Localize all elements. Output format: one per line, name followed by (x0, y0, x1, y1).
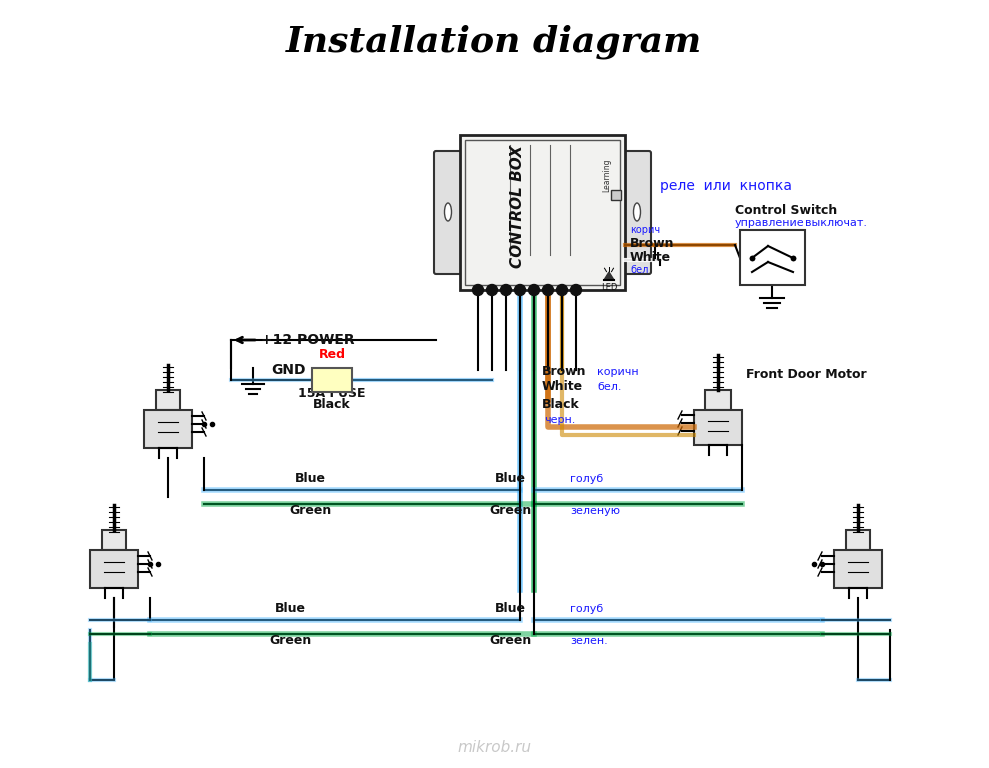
Circle shape (557, 284, 568, 296)
Bar (705, 390, 731, 410)
FancyBboxPatch shape (460, 135, 625, 290)
Text: Front Door Motor: Front Door Motor (746, 369, 866, 382)
Circle shape (473, 284, 484, 296)
Text: Blue: Blue (275, 602, 306, 615)
Text: Blue: Blue (295, 472, 325, 485)
Text: бел.: бел. (597, 382, 621, 392)
Text: mikrob.ru: mikrob.ru (457, 740, 531, 756)
Bar (694, 410, 742, 445)
Text: выключат.: выключат. (805, 218, 867, 228)
Text: +12 POWER: +12 POWER (261, 333, 355, 347)
Circle shape (543, 284, 554, 296)
Text: черн.: черн. (544, 415, 576, 425)
Text: бел: бел (630, 265, 649, 275)
Circle shape (500, 284, 511, 296)
Text: Installation diagram: Installation diagram (286, 25, 702, 59)
Bar (846, 530, 870, 550)
Bar (102, 530, 126, 550)
Circle shape (528, 284, 540, 296)
Bar (312, 368, 352, 392)
Text: зеленую: зеленую (570, 506, 620, 516)
Bar (144, 410, 192, 448)
Circle shape (514, 284, 525, 296)
Text: LED: LED (600, 283, 617, 293)
Bar (90, 550, 138, 588)
Ellipse shape (444, 203, 452, 221)
Bar (156, 390, 180, 410)
Bar (740, 230, 805, 285)
Text: голуб: голуб (570, 604, 603, 614)
Text: Blue: Blue (494, 472, 525, 485)
Text: Black: Black (314, 398, 351, 411)
Text: зелен.: зелен. (570, 636, 608, 646)
Text: Green: Green (289, 504, 331, 517)
Circle shape (571, 284, 582, 296)
Circle shape (487, 284, 497, 296)
Text: Brown: Brown (630, 237, 674, 250)
Text: Blue: Blue (494, 602, 525, 615)
Text: Control Switch: Control Switch (735, 204, 838, 217)
Text: реле  или  кнопка: реле или кнопка (660, 179, 792, 193)
Bar (611, 190, 621, 200)
Text: Green: Green (489, 634, 531, 647)
Text: White: White (630, 251, 672, 264)
Text: Green: Green (489, 504, 531, 517)
Text: Green: Green (269, 634, 312, 647)
Text: коричн: коричн (597, 367, 639, 377)
Text: Learning: Learning (602, 158, 611, 192)
Polygon shape (604, 272, 614, 280)
Text: White: White (542, 380, 584, 393)
Ellipse shape (634, 203, 641, 221)
Text: CONTROL BOX: CONTROL BOX (509, 145, 524, 269)
Text: Black: Black (542, 398, 580, 411)
Text: управление: управление (735, 218, 805, 228)
FancyBboxPatch shape (623, 151, 651, 274)
Text: Red: Red (318, 348, 345, 361)
Text: Brown: Brown (542, 365, 586, 378)
Text: 15A FUSE: 15A FUSE (299, 387, 366, 400)
FancyBboxPatch shape (434, 151, 462, 274)
Text: GND: GND (271, 363, 306, 377)
Text: корич: корич (630, 225, 660, 235)
Bar (834, 550, 882, 588)
Text: голуб: голуб (570, 474, 603, 484)
